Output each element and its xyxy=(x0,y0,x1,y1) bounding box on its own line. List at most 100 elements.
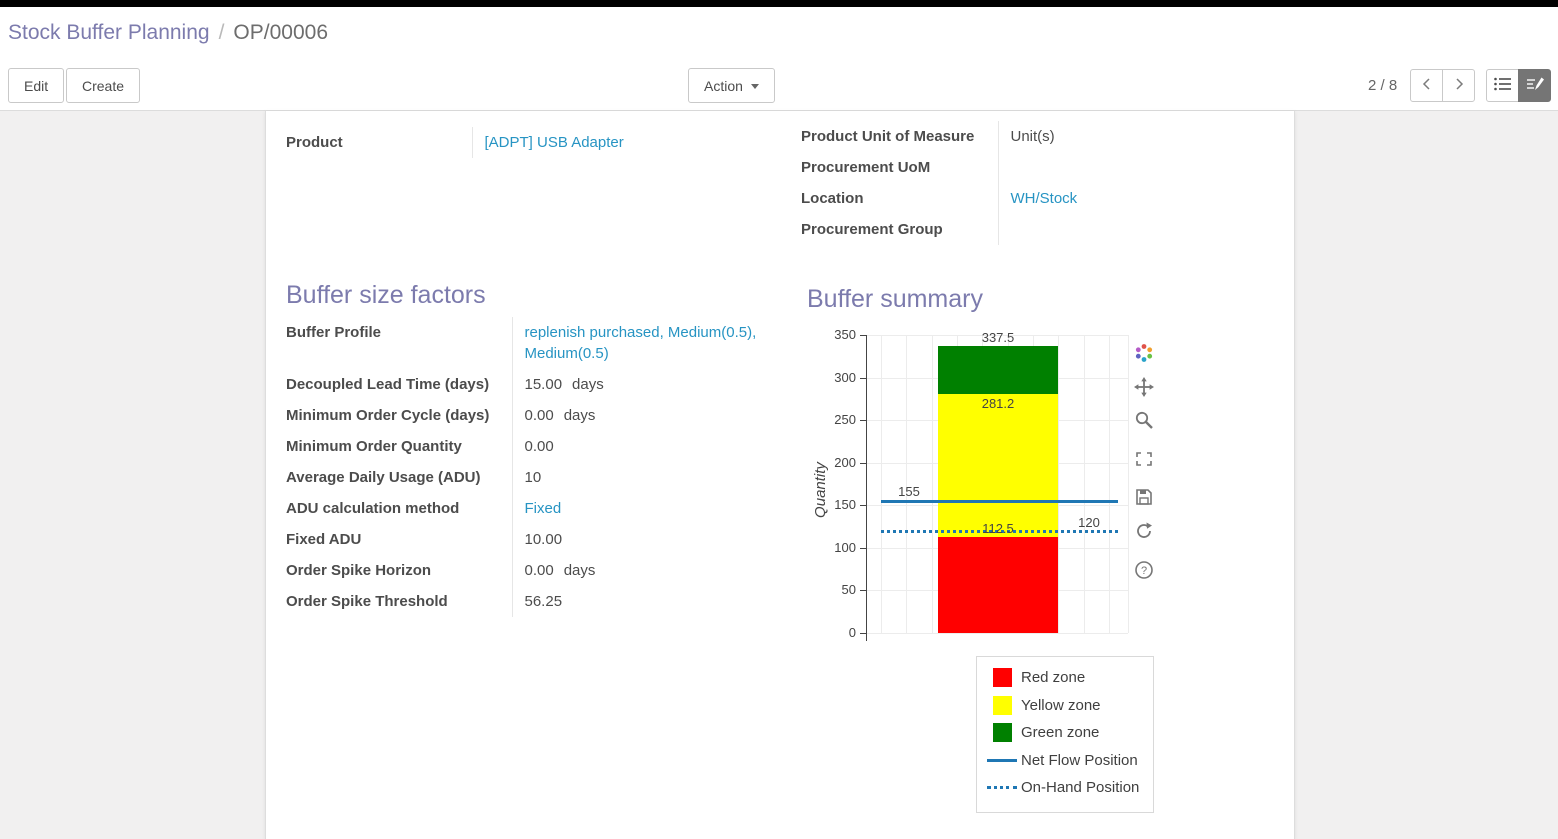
field-value xyxy=(997,152,1273,183)
pager-next-button[interactable] xyxy=(1442,69,1475,102)
pager-counter[interactable]: 2 / 8 xyxy=(1368,77,1398,94)
bar-top-annotation: 337.5 xyxy=(981,329,1015,345)
legend-item-net-flow-position[interactable]: Net Flow Position xyxy=(985,747,1153,775)
red-top-annotation: 112.5 xyxy=(982,521,1014,537)
autoscale-icon[interactable] xyxy=(1134,449,1156,471)
legend-item-yellow-zone[interactable]: Yellow zone xyxy=(985,692,1153,720)
legend-label: Yellow zone xyxy=(1021,696,1101,714)
y-tick-label: 300 xyxy=(834,369,856,385)
field-value-text: 0.00 xyxy=(524,562,554,579)
field-row: ADU calculation method Fixed xyxy=(286,493,770,524)
net-flow-position-line xyxy=(881,500,1118,504)
field-label: Order Spike Horizon xyxy=(286,562,432,579)
green-zone-swatch-shape xyxy=(992,723,1012,743)
svg-text:?: ? xyxy=(1141,565,1147,577)
legend-label: Net Flow Position xyxy=(1021,751,1138,769)
field-row: Buffer Profile replenish purchased, Mediu… xyxy=(286,317,770,369)
field-value: 10.00 xyxy=(511,524,770,555)
field-value-text: 10 xyxy=(524,469,542,486)
field-label: Procurement Group xyxy=(801,221,943,238)
y-tick-label: 350 xyxy=(834,327,856,342)
top-nav-bar xyxy=(0,0,1558,7)
v-gridline xyxy=(1128,335,1129,633)
legend-item-on-hand-position[interactable]: On-Hand Position xyxy=(985,774,1153,802)
buffer-chart: Quantity ? 0 50 100 150 200 250 300 350 337.5 281… xyxy=(806,323,1184,675)
field-value xyxy=(997,214,1273,245)
chart-modebar: ? xyxy=(1134,333,1160,588)
field-value: 0.00 xyxy=(511,431,770,462)
zoom-icon[interactable] xyxy=(1134,410,1156,432)
y-tick-label: 0 xyxy=(848,625,856,640)
plotly-logo-icon[interactable] xyxy=(1134,343,1156,365)
y-tick-mark xyxy=(860,633,866,634)
help-icon[interactable]: ? xyxy=(1134,560,1156,582)
chevron-left-icon xyxy=(1421,77,1433,94)
v-gridline xyxy=(906,335,908,633)
field-value-text: 0.00 xyxy=(524,407,554,424)
field-row: Decoupled Lead Time (days) 15.00 days xyxy=(286,369,770,400)
pager-previous-button[interactable] xyxy=(1410,69,1443,102)
right-fields-body: Product Unit of Measure Unit(s) Procuremen… xyxy=(801,121,1273,245)
buffer-summary-title: Buffer summary xyxy=(807,285,983,313)
chart-legend: Red zone Yellow zone Green zone Net Flow Po… xyxy=(976,656,1154,813)
save-icon[interactable] xyxy=(1134,487,1156,509)
product-fields-body: Product [ADPT] USB Adapter xyxy=(286,127,722,158)
field-value-link[interactable]: Fixed xyxy=(524,500,562,517)
field-value: 15.00 days xyxy=(511,369,770,400)
edit-button[interactable]: Edit xyxy=(8,68,65,103)
v-gridline xyxy=(1109,335,1111,633)
on-hand-position-swatch-shape xyxy=(987,786,1017,790)
net-flow-annotation: 155 xyxy=(898,484,920,500)
field-row: Procurement Group xyxy=(801,214,1273,245)
field-value: 56.25 xyxy=(511,586,770,617)
y-tick-label: 250 xyxy=(834,412,856,428)
field-value-text: 15.00 xyxy=(524,376,563,393)
field-row: Fixed ADU 10.00 xyxy=(286,524,770,555)
field-unit-suffix: days xyxy=(563,407,596,424)
field-value-text xyxy=(1011,221,1015,238)
field-unit-suffix: days xyxy=(572,376,604,393)
field-value-link[interactable]: [ADPT] USB Adapter xyxy=(484,134,624,151)
field-value-link[interactable]: WH/Stock xyxy=(1010,190,1078,207)
y-tick-mark xyxy=(860,462,866,464)
field-value-link[interactable]: replenish purchased, Medium(0.5), Medium… xyxy=(524,324,757,362)
legend-label: On-Hand Position xyxy=(1021,779,1140,797)
form-view-button[interactable] xyxy=(1518,69,1551,102)
form-view-icon xyxy=(1526,76,1544,95)
red-zone-swatch xyxy=(985,668,1019,688)
pan-icon[interactable] xyxy=(1134,377,1156,399)
breadcrumb-parent-link[interactable]: Stock Buffer Planning xyxy=(8,21,210,44)
field-value-text: 10.00 xyxy=(524,531,563,548)
yellow-zone-bar xyxy=(938,393,1058,538)
action-dropdown-button[interactable]: Action xyxy=(688,68,775,103)
legend-item-red-zone[interactable]: Red zone xyxy=(985,664,1153,692)
y-tick-label: 200 xyxy=(834,454,856,470)
field-label: Order Spike Threshold xyxy=(286,593,448,610)
field-value: [ADPT] USB Adapter xyxy=(471,127,722,158)
net-flow-position-swatch-shape xyxy=(987,758,1017,762)
y-tick-mark xyxy=(860,420,866,422)
factors-fields-body: Buffer Profile replenish purchased, Mediu… xyxy=(286,317,770,617)
field-label: Fixed ADU xyxy=(286,531,362,548)
buffer-factors-table: Buffer Profile replenish purchased, Mediu… xyxy=(286,317,770,617)
list-view-icon xyxy=(1493,76,1512,95)
v-gridline xyxy=(1058,335,1060,633)
field-row: Product [ADPT] USB Adapter xyxy=(286,127,722,158)
field-label: Minimum Order Cycle (days) xyxy=(286,407,490,424)
field-label: ADU calculation method xyxy=(286,500,460,517)
field-value: replenish purchased, Medium(0.5), Medium… xyxy=(511,317,770,369)
field-value: 0.00 days xyxy=(511,400,770,431)
reset-icon[interactable] xyxy=(1134,521,1156,543)
yellow-zone-swatch xyxy=(985,695,1019,715)
field-row: Order Spike Threshold 56.25 xyxy=(286,586,770,617)
field-value-text xyxy=(1011,159,1015,176)
create-button[interactable]: Create xyxy=(66,68,141,103)
y-tick-label: 150 xyxy=(834,497,856,513)
net-flow-position-swatch xyxy=(985,758,1019,762)
legend-item-green-zone[interactable]: Green zone xyxy=(985,719,1153,747)
field-row: Procurement UoM xyxy=(801,152,1273,183)
h-gridline xyxy=(866,633,1128,634)
list-view-button[interactable] xyxy=(1486,69,1519,102)
field-label: Buffer Profile xyxy=(286,324,382,341)
v-gridline xyxy=(1083,335,1085,633)
